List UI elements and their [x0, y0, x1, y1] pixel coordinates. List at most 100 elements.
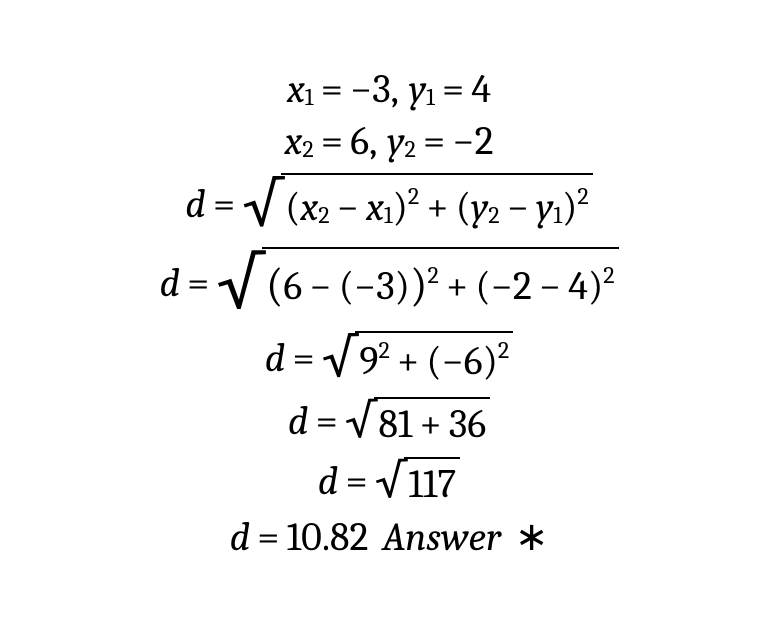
- lpar: (: [475, 266, 490, 306]
- var-x1: x: [287, 69, 305, 109]
- var-x2: x: [285, 121, 303, 161]
- surd-icon: √: [345, 397, 377, 445]
- b-exp: 2: [498, 338, 509, 362]
- big-rpar: ): [410, 263, 428, 309]
- exp: 2: [577, 184, 588, 208]
- plus: +: [397, 341, 419, 381]
- x1-val: −3: [354, 266, 395, 306]
- y1-val: 4: [568, 266, 588, 306]
- result-value: 10.82: [287, 517, 369, 557]
- y2-sub: 2: [488, 203, 499, 227]
- big-lpar: (: [266, 263, 284, 309]
- sqrt: √ ( 6 − (−3) )2 + (−2 − 4)2: [217, 247, 619, 319]
- plus: +: [420, 404, 442, 444]
- var-y1: y: [409, 69, 426, 109]
- substitution-step: d = √ ( 6 − (−3) )2 + (−2 − 4)2: [159, 247, 618, 319]
- asterisk-icon: ∗: [515, 517, 549, 557]
- equals: =: [187, 263, 209, 303]
- x2-val: 6: [283, 266, 302, 306]
- y2: y: [471, 187, 488, 227]
- y2-val: −2: [491, 266, 532, 306]
- given-line-1: x1 = −3, y1 = 4: [287, 69, 491, 109]
- a: 9: [359, 341, 378, 381]
- x1: x: [366, 187, 384, 227]
- b: 36: [449, 404, 486, 444]
- lhs-d: d: [159, 263, 180, 303]
- sqrt: √ ( x2 − x1 )2 + ( y2 − y1 )2: [242, 173, 592, 235]
- b: −6: [442, 341, 483, 381]
- distance-formula: d = √ ( x2 − x1 )2 + ( y2 − y1 )2: [185, 173, 592, 235]
- lhs-d: d: [185, 184, 206, 224]
- equals: =: [442, 69, 464, 109]
- simplify-step-3: d = √ 117: [318, 457, 460, 505]
- lpar: (: [456, 187, 471, 227]
- math-derivation: x1 = −3, y1 = 4 x2 = 6, y2 = −2 d = √ ( …: [0, 0, 778, 626]
- x2: x: [300, 187, 318, 227]
- result-line: d = 10.82 Answer ∗: [230, 517, 549, 557]
- rpar: ): [483, 341, 498, 381]
- radicand: ( x2 − x1 )2 + ( y2 − y1 )2: [281, 173, 593, 235]
- val-y1: 4: [471, 69, 491, 109]
- y1: y: [536, 187, 553, 227]
- equals: =: [346, 461, 368, 501]
- x1-sub: 1: [384, 203, 393, 227]
- exp: 2: [408, 184, 419, 208]
- sub-y1: 1: [426, 85, 435, 109]
- y1-sub: 1: [553, 203, 562, 227]
- minus: −: [539, 266, 561, 306]
- val-y2: −2: [452, 121, 493, 161]
- inner-lpar: (: [339, 266, 354, 306]
- radicand: 92 + (−6)2: [355, 331, 513, 385]
- lhs-d: d: [288, 401, 309, 441]
- simplify-step-1: d = √ 92 + (−6)2: [265, 331, 513, 385]
- lhs-d: d: [265, 338, 286, 378]
- val-x1: −3: [350, 69, 391, 109]
- simplify-step-2: d = √ 81 + 36: [288, 397, 490, 445]
- given-line-2: x2 = 6, y2 = −2: [285, 121, 494, 161]
- comma: ,: [369, 121, 377, 161]
- equals: =: [257, 517, 279, 557]
- equals: =: [293, 338, 315, 378]
- x2-sub: 2: [318, 203, 329, 227]
- plus: +: [446, 266, 468, 306]
- minus: −: [309, 266, 331, 306]
- lhs-d: d: [230, 517, 251, 557]
- sub-x2: 2: [302, 137, 313, 161]
- rpar: ): [393, 187, 408, 227]
- a: 81: [378, 404, 412, 444]
- sub-x1: 1: [305, 85, 314, 109]
- surd-icon: √: [322, 331, 357, 385]
- equals: =: [321, 121, 343, 161]
- lhs-d: d: [318, 461, 339, 501]
- surd-icon: √: [217, 247, 264, 319]
- sqrt: √ 92 + (−6)2: [322, 331, 513, 385]
- lpar: (: [426, 341, 441, 381]
- minus: −: [337, 187, 359, 227]
- equals: =: [423, 121, 445, 161]
- lpar: (: [285, 187, 300, 227]
- a-exp: 2: [378, 338, 389, 362]
- radicand: ( 6 − (−3) )2 + (−2 − 4)2: [262, 247, 619, 319]
- equals: =: [316, 401, 338, 441]
- surd-icon: √: [375, 457, 407, 505]
- inner-rpar: ): [395, 266, 410, 306]
- val: 117: [408, 464, 456, 504]
- sqrt: √ 117: [375, 457, 460, 505]
- exp: 2: [603, 263, 614, 287]
- rpar: ): [588, 266, 603, 306]
- sqrt: √ 81 + 36: [345, 397, 490, 445]
- minus: −: [507, 187, 529, 227]
- val-x2: 6: [350, 121, 369, 161]
- plus: +: [426, 187, 448, 227]
- var-y2: y: [387, 121, 404, 161]
- equals: =: [321, 69, 343, 109]
- comma: ,: [391, 69, 399, 109]
- surd-icon: √: [242, 173, 283, 235]
- radicand: 117: [404, 457, 460, 505]
- answer-label: Answer: [382, 517, 501, 557]
- radicand: 81 + 36: [374, 397, 490, 445]
- rpar: ): [562, 187, 577, 227]
- exp: 2: [428, 263, 439, 287]
- sub-y2: 2: [405, 137, 416, 161]
- equals: =: [213, 184, 235, 224]
